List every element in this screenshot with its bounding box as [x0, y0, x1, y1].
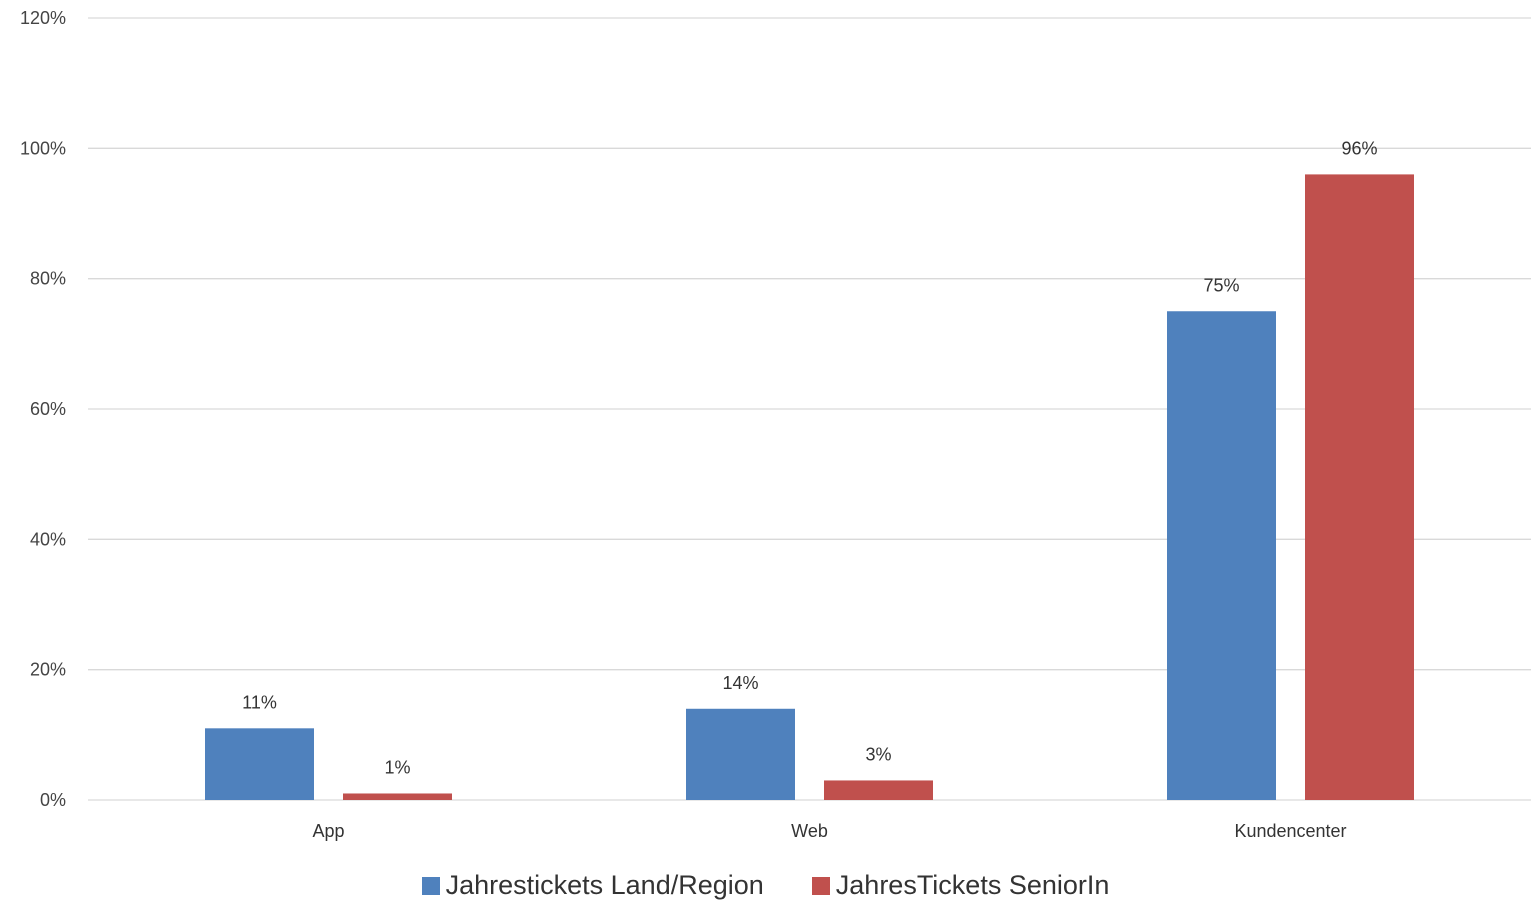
legend-item-series-1: Jahrestickets Land/Region [421, 870, 764, 901]
legend: Jahrestickets Land/Region JahresTickets … [0, 870, 1531, 901]
x-axis-categories: App Web Kundencenter [312, 821, 1346, 841]
data-label: 96% [1341, 138, 1377, 158]
bar [205, 728, 314, 800]
data-label: 1% [384, 757, 410, 777]
y-tick-label: 20% [30, 660, 66, 680]
y-tick-label: 60% [30, 399, 66, 419]
y-tick-label: 100% [20, 138, 66, 158]
y-axis-ticks: 0% 20% 40% 60% 80% 100% 120% [20, 8, 66, 810]
legend-label: JahresTickets SeniorIn [835, 870, 1110, 900]
data-label: 3% [865, 744, 891, 764]
legend-swatch [421, 876, 440, 895]
gridlines [88, 17, 1531, 801]
bar-chart: 0%20%40%60%80%100%120% 11%1%14%3%75%96% … [20, 8, 1531, 841]
data-labels: 11% 1% 14% 3% 75% 96% [242, 138, 1377, 777]
x-category-label: Kundencenter [1234, 821, 1346, 841]
legend-label: Jahrestickets Land/Region [445, 870, 764, 900]
y-tick-label: 80% [30, 269, 66, 289]
bars [205, 174, 1414, 800]
data-label: 14% [722, 673, 758, 693]
legend-item-series-2: JahresTickets SeniorIn [811, 870, 1110, 901]
data-label: 75% [1203, 275, 1239, 295]
bar [1167, 311, 1276, 800]
y-tick-label: 120% [20, 8, 66, 28]
legend-swatch [811, 876, 830, 895]
data-label: 11% [242, 692, 277, 712]
x-category-label: Web [791, 821, 828, 841]
y-tick-label: 40% [30, 529, 66, 549]
x-category-label: App [312, 821, 344, 841]
bar [1305, 174, 1414, 800]
bar [686, 708, 795, 800]
bar [343, 793, 452, 800]
bar [824, 780, 933, 800]
y-tick-label: 0% [40, 790, 66, 810]
